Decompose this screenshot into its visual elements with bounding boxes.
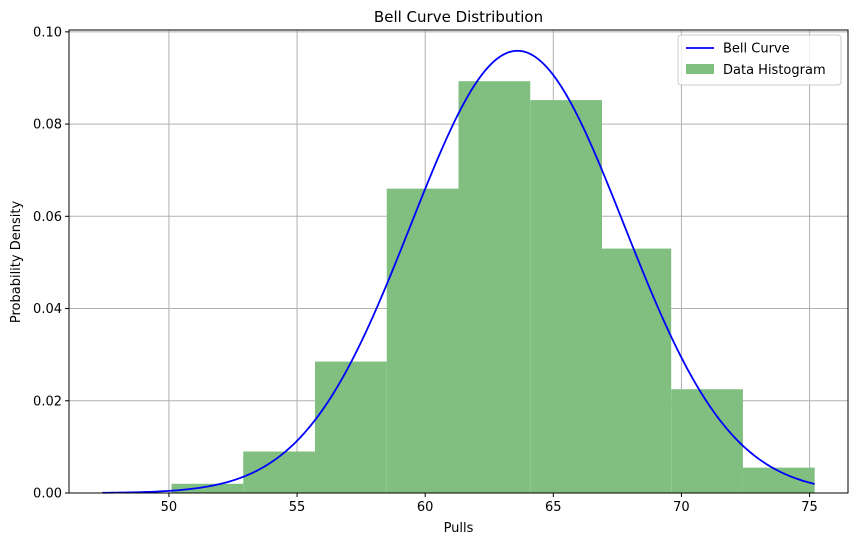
legend-box [677,34,842,86]
legend-label-data-histogram: Data Histogram [723,63,826,78]
histogram-bar [171,483,244,493]
y-tick-label: 0.08 [33,118,62,133]
y-tick-label: 0.02 [33,394,62,409]
x-tick-label: 50 [161,500,178,515]
x-tick-label: 75 [801,500,818,515]
histogram-bar [671,389,743,493]
histogram-bar [530,100,602,494]
x-tick-label: 55 [289,500,306,515]
legend-label-bell-curve: Bell Curve [723,42,790,57]
legend-bar-swatch [686,64,714,74]
y-tick-label: 0.10 [33,25,62,40]
x-tick-label: 60 [417,500,434,515]
histogram-bar [602,248,672,493]
y-tick-label: 0.04 [33,302,62,317]
axis-ticks: 50 55 60 65 70 75 0.00 0.02 0.04 0.06 0.08 0.10 [33,25,818,515]
bell-curve-layer [102,49,815,494]
chart-title: Bell Curve Distribution [374,8,543,26]
x-tick-label: 70 [673,500,690,515]
histogram-bar [386,188,459,493]
histogram-bar [315,361,387,493]
legend: Bell Curve Data Histogram [677,34,842,86]
y-axis-label: Probability Density [9,201,24,324]
histogram-bar [458,81,531,494]
y-tick-label: 0.06 [33,210,62,225]
plot-frame [68,29,849,494]
bell-curve-line [102,49,815,494]
histogram-bars [171,81,815,494]
x-tick-label: 65 [545,500,562,515]
x-axis-label: Pulls [444,521,474,536]
y-tick-label: 0.00 [33,487,62,502]
